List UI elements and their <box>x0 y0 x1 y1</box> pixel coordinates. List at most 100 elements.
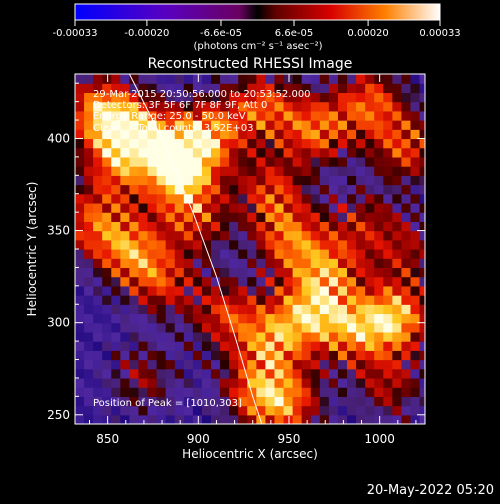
heatmap-cell <box>229 147 239 158</box>
heatmap-cell <box>111 92 121 103</box>
heatmap-cell <box>201 156 212 167</box>
heatmap-cell <box>238 350 248 361</box>
heatmap-cell <box>247 276 257 287</box>
heatmap-cell <box>401 350 412 361</box>
heatmap-cell <box>419 212 425 222</box>
heatmap-cell <box>310 396 321 407</box>
heatmap-cell <box>283 193 294 204</box>
heatmap-cell <box>238 156 248 167</box>
heatmap-cell <box>156 377 167 388</box>
heatmap-cell <box>192 212 203 222</box>
heatmap-cell <box>401 202 412 213</box>
heatmap-cell <box>374 414 384 424</box>
heatmap-cell <box>410 276 421 287</box>
heatmap-cell <box>374 249 384 259</box>
heatmap-cell <box>419 239 425 250</box>
heatmap-cell <box>401 313 412 324</box>
heatmap-cell <box>247 414 257 424</box>
heatmap-cell <box>265 166 276 176</box>
heatmap-cell <box>220 377 230 388</box>
heatmap-cell <box>401 258 412 269</box>
heatmap-cell <box>419 156 425 167</box>
heatmap-cell <box>129 377 140 388</box>
heatmap-cell <box>419 285 425 296</box>
heatmap-cell <box>102 258 112 269</box>
heatmap-cell <box>147 230 158 241</box>
heatmap-cell <box>310 405 321 416</box>
heatmap-cell <box>256 221 267 232</box>
heatmap-cell <box>356 202 366 213</box>
heatmap-cell <box>365 110 375 121</box>
heatmap-cell <box>93 377 103 388</box>
heatmap-cell <box>238 221 248 232</box>
heatmap-cell <box>138 359 149 370</box>
heatmap-cell <box>93 156 103 167</box>
heatmap-cell <box>84 120 94 130</box>
heatmap-cell <box>419 175 425 186</box>
heatmap-cell <box>220 387 230 397</box>
heatmap-cell <box>174 322 185 333</box>
y-tick-label: 250 <box>47 408 70 422</box>
heatmap-cell <box>301 138 312 149</box>
heatmap-cell <box>211 341 221 351</box>
heatmap-cell <box>93 295 103 305</box>
heatmap-cell <box>365 221 375 232</box>
heatmap-cell <box>328 313 339 324</box>
heatmap-cell <box>419 193 425 204</box>
heatmap-cell <box>292 175 303 186</box>
heatmap-cell <box>138 221 149 232</box>
heatmap-cell <box>84 138 94 149</box>
heatmap-cell <box>337 405 348 416</box>
x-tick-label: 950 <box>278 432 301 446</box>
heatmap-cell <box>211 138 221 149</box>
heatmap-cell <box>93 184 103 195</box>
heatmap-cell <box>383 202 393 213</box>
heatmap-cell <box>201 405 212 416</box>
heatmap-cell <box>93 74 103 84</box>
heatmap-cell <box>347 129 357 140</box>
heatmap-cell <box>220 341 230 351</box>
heatmap-cell <box>274 350 285 361</box>
heatmap-cell <box>274 267 285 278</box>
heatmap-cell <box>356 285 366 296</box>
heatmap-cell <box>301 405 312 416</box>
heatmap-cell <box>156 258 167 269</box>
heatmap-cell <box>192 147 203 158</box>
heatmap-cell <box>319 276 330 287</box>
heatmap-cell <box>356 322 366 333</box>
heatmap-cell <box>410 156 421 167</box>
heatmap-cell <box>419 331 425 342</box>
heatmap-cell <box>337 239 348 250</box>
heatmap-cell <box>229 120 239 130</box>
heatmap-cell <box>383 156 393 167</box>
heatmap-cell <box>165 92 176 103</box>
heatmap-cell <box>365 368 375 379</box>
heatmap-cell <box>401 101 412 112</box>
heatmap-cell <box>129 396 140 407</box>
heatmap-cell <box>274 221 285 232</box>
heatmap-cell <box>383 304 393 315</box>
heatmap-cell <box>229 359 239 370</box>
heatmap-cell <box>165 377 176 388</box>
heatmap-cell <box>192 175 203 186</box>
heatmap-cell <box>129 295 140 305</box>
heatmap-cell <box>283 239 294 250</box>
heatmap-cell <box>138 377 149 388</box>
heatmap-cell <box>220 276 230 287</box>
heatmap-cell <box>156 175 167 186</box>
heatmap-cell <box>383 313 393 324</box>
heatmap-cell <box>247 249 257 259</box>
heatmap-cell <box>328 359 339 370</box>
heatmap-cell <box>183 120 194 130</box>
heatmap-cell <box>310 110 321 121</box>
heatmap-cell <box>383 101 393 112</box>
heatmap-cell <box>211 414 221 424</box>
heatmap-cell <box>292 74 303 84</box>
heatmap-cell <box>347 350 357 361</box>
heatmap-cell <box>138 147 149 158</box>
heatmap-cell <box>129 267 140 278</box>
heatmap-cell <box>301 331 312 342</box>
heatmap-cell <box>347 249 357 259</box>
heatmap-cell <box>183 295 194 305</box>
heatmap-cell <box>292 230 303 241</box>
